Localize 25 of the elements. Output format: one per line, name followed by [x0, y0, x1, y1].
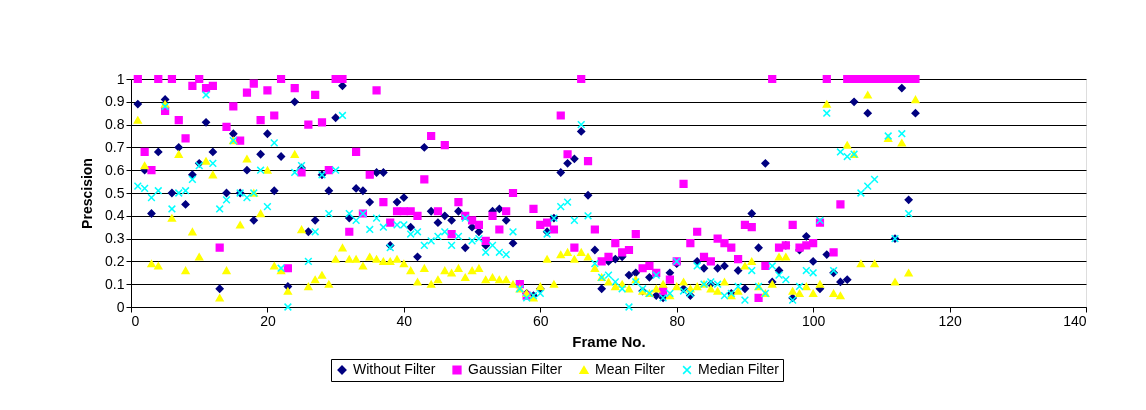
x-tick-label: 120: [938, 312, 962, 329]
x-tick-label: 20: [260, 312, 276, 329]
y-tick-label: 0.7: [105, 138, 125, 155]
x-tick-label: 60: [533, 312, 549, 329]
legend-label: Without Filter: [353, 361, 436, 377]
y-tick-label: 0.4: [105, 207, 125, 224]
legend-label: Mean Filter: [595, 361, 666, 377]
y-tick-label: 0.5: [105, 184, 125, 201]
y-tick-label: 0.2: [105, 252, 125, 269]
y-axis-title: Prescision: [79, 158, 96, 229]
legend-label: Median Filter: [698, 361, 780, 377]
legend-label: Gaussian Filter: [468, 361, 563, 377]
x-tick-label: 0: [131, 312, 140, 329]
x-tick-label: 140: [1063, 312, 1087, 329]
y-tick-label: 0.3: [105, 230, 125, 247]
x-tick-label: 80: [669, 312, 686, 329]
y-tick-label: 0.8: [105, 116, 125, 133]
x-tick-label: 100: [801, 312, 826, 329]
y-tick-label: 0: [116, 298, 125, 315]
x-axis-title: Frame No.: [572, 332, 646, 350]
y-tick-label: 0.9: [105, 93, 125, 110]
y-tick-label: 1: [116, 70, 125, 87]
x-tick-label: 40: [396, 312, 413, 329]
y-tick-label: 0.1: [105, 275, 125, 292]
y-tick-label: 0.6: [105, 161, 125, 178]
